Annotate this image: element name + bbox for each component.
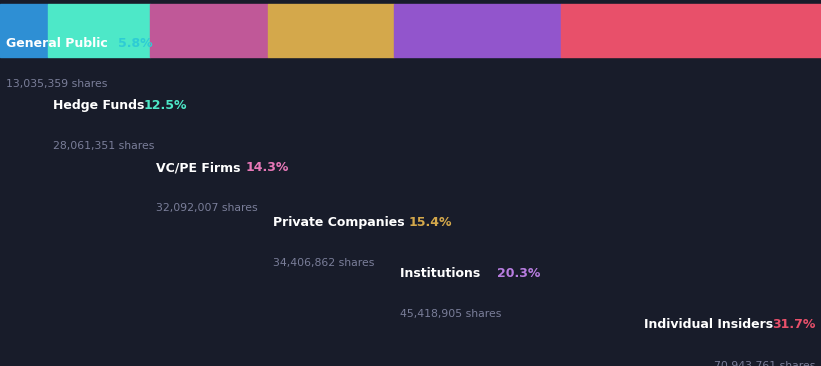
Bar: [268, 4, 394, 57]
Text: 5.8%: 5.8%: [118, 37, 153, 50]
Text: Private Companies: Private Companies: [273, 216, 410, 229]
Text: Individual Insiders: Individual Insiders: [644, 318, 777, 332]
Text: 12.5%: 12.5%: [144, 99, 187, 112]
Text: Institutions: Institutions: [400, 267, 484, 280]
Text: 13,035,359 shares: 13,035,359 shares: [6, 79, 107, 89]
Text: 14.3%: 14.3%: [246, 161, 289, 174]
Bar: [561, 4, 821, 57]
Text: 34,406,862 shares: 34,406,862 shares: [273, 258, 374, 268]
Text: Hedge Funds: Hedge Funds: [53, 99, 149, 112]
Text: 45,418,905 shares: 45,418,905 shares: [400, 309, 501, 319]
Text: 20.3%: 20.3%: [498, 267, 541, 280]
Bar: [394, 4, 561, 57]
Text: 31.7%: 31.7%: [772, 318, 815, 332]
Text: 15.4%: 15.4%: [408, 216, 452, 229]
Text: 70,943,761 shares: 70,943,761 shares: [714, 361, 815, 366]
Text: VC/PE Firms: VC/PE Firms: [156, 161, 245, 174]
Text: 28,061,351 shares: 28,061,351 shares: [53, 141, 154, 151]
Text: 32,092,007 shares: 32,092,007 shares: [156, 203, 258, 213]
Bar: [48, 4, 150, 57]
Text: General Public: General Public: [6, 37, 112, 50]
Bar: [0, 4, 48, 57]
Bar: [150, 4, 268, 57]
